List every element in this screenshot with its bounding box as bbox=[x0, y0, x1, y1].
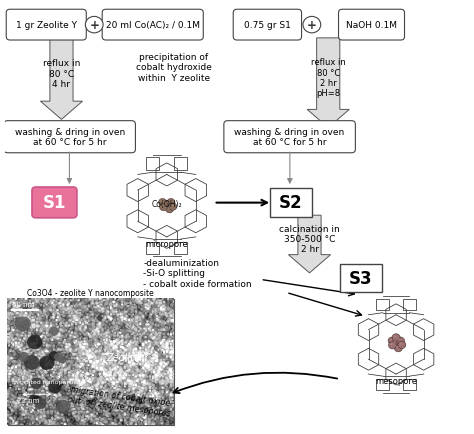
FancyArrow shape bbox=[40, 39, 82, 120]
Circle shape bbox=[48, 381, 62, 394]
Text: +: + bbox=[89, 19, 99, 32]
Text: 20 ml Co(AC)₂ / 0.1M: 20 ml Co(AC)₂ / 0.1M bbox=[106, 21, 200, 30]
FancyArrow shape bbox=[307, 39, 349, 128]
Text: S2: S2 bbox=[279, 194, 302, 212]
Text: migration of cobalt oxide
out  of  zeolite mesopores: migration of cobalt oxide out of zeolite… bbox=[67, 384, 173, 417]
Circle shape bbox=[390, 343, 392, 345]
Circle shape bbox=[397, 337, 404, 345]
Text: reflux in
80 °C
2 hr
pH=8: reflux in 80 °C 2 hr pH=8 bbox=[311, 58, 346, 98]
Circle shape bbox=[56, 400, 71, 414]
Text: -dealuminization
-Si-O splitting
- cobalt oxide formation: -dealuminization -Si-O splitting - cobal… bbox=[143, 258, 252, 288]
FancyBboxPatch shape bbox=[8, 299, 174, 424]
Circle shape bbox=[169, 201, 171, 203]
Circle shape bbox=[396, 346, 398, 349]
Circle shape bbox=[163, 201, 171, 209]
Circle shape bbox=[168, 208, 170, 210]
Text: calcination in
350-500 °C
2 hr: calcination in 350-500 °C 2 hr bbox=[279, 224, 340, 254]
Circle shape bbox=[34, 398, 46, 409]
Circle shape bbox=[49, 327, 58, 336]
Circle shape bbox=[165, 206, 173, 214]
Text: Co3O4 - zeolite Y nanocomposite: Co3O4 - zeolite Y nanocomposite bbox=[27, 288, 154, 297]
Circle shape bbox=[160, 204, 167, 211]
Circle shape bbox=[389, 342, 397, 349]
Circle shape bbox=[29, 395, 38, 403]
FancyBboxPatch shape bbox=[32, 187, 77, 218]
Text: reflux in
80 °C
4 hr: reflux in 80 °C 4 hr bbox=[43, 59, 80, 89]
Circle shape bbox=[398, 341, 406, 349]
Circle shape bbox=[400, 343, 402, 345]
FancyArrow shape bbox=[289, 216, 330, 273]
Text: migrated nanoparticles: migrated nanoparticles bbox=[12, 380, 86, 385]
FancyBboxPatch shape bbox=[340, 265, 382, 293]
Text: precipitation of
cobalt hydroxide
within  Y zeolite: precipitation of cobalt hydroxide within… bbox=[136, 53, 212, 82]
Circle shape bbox=[388, 337, 396, 345]
FancyBboxPatch shape bbox=[233, 10, 301, 41]
Circle shape bbox=[392, 339, 400, 347]
Circle shape bbox=[27, 335, 42, 349]
Text: micropore: micropore bbox=[146, 240, 188, 249]
Circle shape bbox=[159, 199, 166, 207]
FancyBboxPatch shape bbox=[338, 10, 404, 41]
FancyBboxPatch shape bbox=[102, 10, 203, 41]
Text: 0.75 gr S1: 0.75 gr S1 bbox=[244, 21, 291, 30]
Circle shape bbox=[32, 396, 42, 405]
Text: 23 nm: 23 nm bbox=[17, 397, 39, 403]
FancyBboxPatch shape bbox=[6, 10, 86, 41]
Circle shape bbox=[85, 17, 103, 34]
Text: Co(OH)₂: Co(OH)₂ bbox=[152, 200, 182, 209]
Text: +: + bbox=[307, 19, 317, 32]
Circle shape bbox=[30, 378, 43, 389]
Circle shape bbox=[165, 203, 167, 205]
Text: S1: S1 bbox=[43, 194, 66, 212]
Text: S3: S3 bbox=[349, 270, 373, 288]
FancyBboxPatch shape bbox=[224, 122, 356, 153]
Circle shape bbox=[390, 339, 392, 341]
Circle shape bbox=[24, 355, 40, 370]
Circle shape bbox=[303, 17, 321, 34]
Circle shape bbox=[394, 341, 396, 343]
Text: Zeolite Y: Zeolite Y bbox=[106, 352, 149, 362]
Text: NaOH 0.1M: NaOH 0.1M bbox=[346, 21, 397, 30]
Circle shape bbox=[15, 317, 31, 332]
Circle shape bbox=[394, 345, 402, 352]
Text: washing & dring in oven
at 60 °C for 5 hr: washing & dring in oven at 60 °C for 5 h… bbox=[15, 128, 125, 147]
Circle shape bbox=[58, 356, 67, 364]
FancyBboxPatch shape bbox=[4, 122, 136, 153]
Circle shape bbox=[398, 339, 401, 341]
Text: 1 gr Zeolite Y: 1 gr Zeolite Y bbox=[16, 21, 77, 30]
Circle shape bbox=[171, 205, 173, 207]
Circle shape bbox=[49, 351, 59, 361]
Circle shape bbox=[162, 206, 164, 207]
Circle shape bbox=[394, 335, 396, 338]
Circle shape bbox=[18, 352, 28, 362]
FancyBboxPatch shape bbox=[270, 189, 312, 217]
Text: 50 nm: 50 nm bbox=[12, 302, 35, 308]
Circle shape bbox=[39, 356, 55, 370]
Circle shape bbox=[161, 201, 163, 203]
Circle shape bbox=[392, 334, 400, 341]
Text: washing & dring in oven
at 60 °C for 5 hr: washing & dring in oven at 60 °C for 5 h… bbox=[235, 128, 345, 147]
Circle shape bbox=[54, 353, 63, 362]
Circle shape bbox=[167, 199, 175, 207]
Circle shape bbox=[169, 204, 177, 211]
Text: mesopore: mesopore bbox=[375, 376, 417, 385]
